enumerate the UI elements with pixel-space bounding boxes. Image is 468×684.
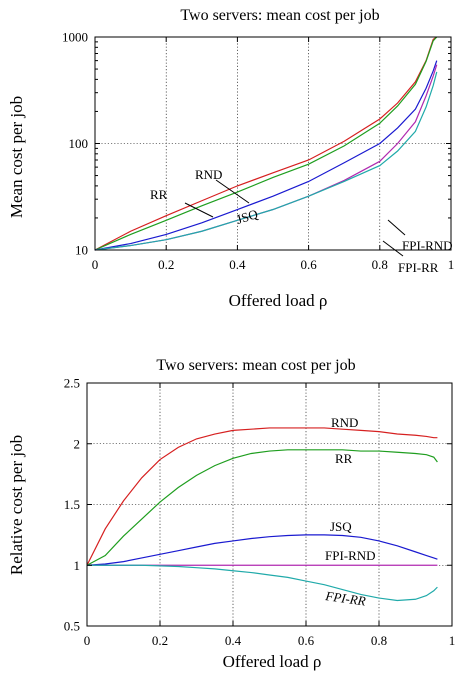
bottom-chart-x-tick-label-1: 0.2 (152, 633, 168, 648)
top-chart-series-labels: RND RR JSQ FPI-RND FPI-RR (150, 167, 453, 275)
bottom-chart-y-tick-label-3: 2 (74, 436, 81, 451)
bottom-chart-x-axis-label: Offered load ρ (223, 652, 322, 671)
top-chart-x-tick-label-5: 1 (448, 257, 455, 272)
bottom-chart-series-jsq (86, 534, 438, 566)
top-chart-series (94, 36, 438, 251)
bottom-chart-label-rr: RR (335, 451, 353, 466)
top-chart-y-tick-label-2: 1000 (62, 30, 88, 45)
top-chart-series-rr (94, 36, 438, 251)
top-chart-leader-fpi-rr (382, 240, 404, 257)
top-chart-leader-fpi-rnd (387, 219, 406, 236)
top-chart-label-fpi-rnd: FPI-RND (402, 238, 453, 253)
top-chart-label-rr: RR (150, 187, 168, 202)
top-chart-label-jsq: JSQ (234, 206, 260, 227)
top-chart-x-tick-label-2: 0.4 (229, 257, 246, 272)
bottom-chart-label-fpi-rnd: FPI-RND (325, 548, 376, 563)
bottom-chart-x-tick-label-0: 0 (84, 633, 91, 648)
bottom-chart-series-fpi-rr (87, 564, 438, 602)
top-chart-leader-rnd (215, 179, 250, 204)
bottom-chart-grid (87, 383, 452, 626)
bottom-chart-x-tick-label-3: 0.6 (298, 633, 315, 648)
top-chart-label-rnd: RND (195, 167, 222, 182)
bottom-chart-ticks: 0 0.2 0.4 0.6 0.8 1 0.5 1 1.5 2 2.5 (64, 376, 456, 649)
top-chart-x-tick-label-0: 0 (92, 257, 99, 272)
top-chart-series-fpi-rr (94, 71, 438, 251)
bottom-chart-y-tick-label-0: 0.5 (64, 619, 80, 634)
top-chart-y-tick-label-0: 10 (75, 243, 88, 258)
bottom-chart-y-tick-label-2: 1.5 (64, 497, 80, 512)
top-chart-x-tick-label-4: 0.8 (372, 257, 388, 272)
bottom-chart-y-tick-label-1: 1 (74, 558, 81, 573)
bottom-chart-series-rr (86, 449, 438, 566)
top-chart-y-axis-label: Mean cost per job (7, 96, 26, 218)
bottom-chart-series (86, 427, 438, 602)
bottom-chart-x-tick-label-4: 0.8 (371, 633, 387, 648)
top-chart-leader-rr (184, 202, 214, 218)
bottom-chart-series-labels: RND RR JSQ FPI-RND FPI-RR (324, 415, 376, 609)
bottom-chart: Two servers: mean cost per job Offered l… (7, 357, 455, 671)
top-chart-x-tick-label-1: 0.2 (158, 257, 174, 272)
top-chart-series-fpi-rnd (94, 64, 438, 251)
bottom-chart-label-rnd: RND (331, 415, 358, 430)
top-chart-y-tick-label-1: 100 (69, 136, 89, 151)
bottom-chart-y-axis-label: Relative cost per job (7, 435, 26, 575)
bottom-chart-series-rnd (86, 427, 438, 566)
top-chart-label-fpi-rr: FPI-RR (398, 260, 439, 275)
top-chart: Two servers: mean cost per job Offered l… (7, 7, 454, 310)
bottom-chart-y-tick-label-4: 2.5 (64, 376, 80, 391)
bottom-chart-title: Two servers: mean cost per job (156, 357, 355, 374)
top-chart-title: Two servers: mean cost per job (180, 7, 379, 24)
bottom-chart-label-jsq: JSQ (330, 519, 352, 534)
top-chart-ticks: 0 0.2 0.4 0.6 0.8 1 10 100 1000 (62, 30, 454, 273)
bottom-chart-x-tick-label-5: 1 (449, 633, 456, 648)
top-chart-x-axis-label: Offered load ρ (229, 291, 328, 310)
top-chart-series-jsq (94, 60, 438, 251)
bottom-chart-label-fpi-rr: FPI-RR (324, 588, 367, 609)
bottom-chart-x-tick-label-2: 0.4 (225, 633, 242, 648)
top-chart-x-tick-label-3: 0.6 (300, 257, 317, 272)
